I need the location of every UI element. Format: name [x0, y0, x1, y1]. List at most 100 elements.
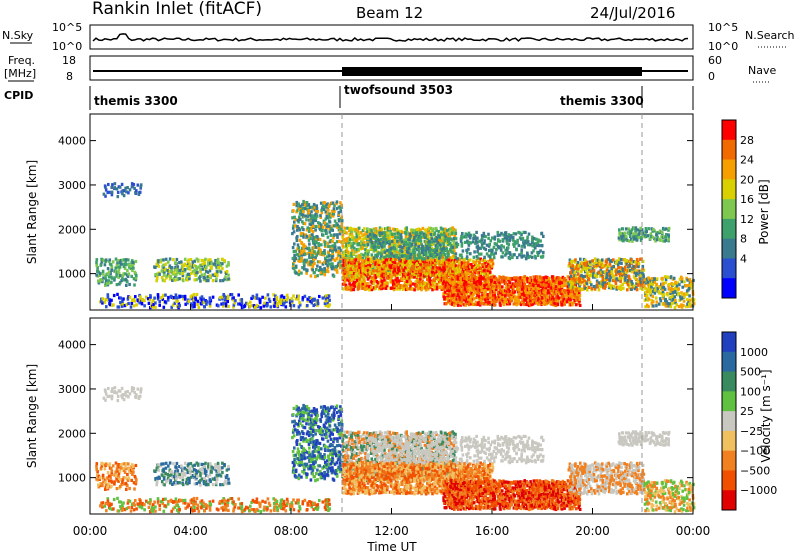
power-cell: [370, 285, 373, 289]
power-cell: [528, 289, 531, 293]
power-cell: [159, 260, 163, 264]
power-cell: [431, 273, 434, 277]
power-cell: [624, 265, 627, 269]
power-cell: [572, 282, 576, 286]
power-cell: [208, 298, 212, 302]
power-cell: [455, 268, 458, 272]
power-cell: [407, 247, 411, 251]
power-cell: [100, 300, 103, 304]
power-cell: [196, 270, 199, 274]
power-cell: [365, 235, 368, 239]
power-cell: [308, 205, 312, 210]
power-cell: [154, 301, 157, 305]
power-cell: [306, 297, 309, 301]
power-cell: [413, 229, 417, 233]
power-cell: [441, 236, 445, 240]
power-cell: [534, 296, 538, 300]
power-cell: [392, 249, 395, 253]
power-cell: [491, 262, 495, 266]
power-cell: [355, 262, 359, 266]
power-cell: [379, 238, 383, 242]
power-cell: [199, 274, 202, 279]
power-cell: [418, 269, 422, 273]
power-cell: [232, 296, 235, 300]
power-cell: [453, 234, 457, 238]
power-cell: [221, 295, 224, 299]
power-cell: [292, 230, 296, 234]
power-cell: [317, 224, 321, 228]
power-cell: [408, 241, 412, 245]
power-cell: [568, 261, 571, 266]
power-cell: [324, 269, 327, 273]
power-cell: [668, 287, 671, 291]
power-cell: [352, 262, 355, 266]
power-heatmap: [95, 182, 696, 310]
power-cell: [433, 286, 436, 290]
power-cell: [157, 259, 160, 263]
power-cell: [351, 234, 354, 238]
power-cell: [445, 301, 448, 305]
power-cell: [504, 293, 507, 297]
power-cell: [449, 266, 452, 270]
power-cell: [121, 276, 124, 280]
power-cell: [301, 246, 304, 250]
power-cell: [467, 263, 471, 267]
power-cell: [480, 295, 483, 299]
power-cell: [340, 264, 344, 268]
power-cell: [387, 236, 390, 240]
power-cell: [305, 234, 309, 238]
power-cell: [294, 264, 298, 268]
power-cell: [618, 228, 621, 232]
power-cell: [537, 293, 540, 297]
power-cell: [171, 278, 174, 282]
power-cell: [664, 227, 668, 231]
power-cell: [548, 284, 551, 288]
power-cell: [531, 283, 535, 287]
power-cell: [618, 238, 621, 242]
power-cell: [417, 255, 420, 260]
power-cell: [209, 275, 212, 280]
power-cell: [666, 302, 670, 306]
power-cell: [165, 276, 168, 280]
power-cell: [168, 277, 172, 281]
power-cell: [200, 301, 204, 305]
power-cell: [516, 281, 520, 285]
power-cell: [332, 274, 336, 278]
power-cell: [674, 288, 677, 292]
power-cell: [686, 297, 689, 302]
power-cell: [378, 231, 381, 235]
power-cell: [330, 226, 333, 230]
power-cell: [321, 251, 325, 255]
power-cell: [389, 274, 393, 278]
power-cell: [380, 245, 384, 249]
power-cell: [369, 264, 372, 268]
power-cell: [587, 285, 591, 289]
power-cell: [424, 267, 428, 271]
power-cell: [450, 243, 454, 248]
power-cell: [405, 256, 409, 260]
power-cell: [354, 258, 358, 262]
power-cell: [333, 219, 337, 223]
power-cell: [682, 303, 685, 308]
power-cell: [292, 304, 296, 308]
power-cell: [225, 278, 229, 282]
power-cell: [519, 285, 522, 289]
power-cell: [297, 258, 300, 263]
power-cell: [472, 264, 475, 269]
power-cell: [456, 266, 459, 270]
power-cell: [334, 268, 337, 272]
power-cell: [576, 280, 580, 284]
power-cell: [176, 299, 180, 303]
power-cell: [475, 291, 479, 295]
power-cell: [193, 259, 197, 263]
power-cell: [514, 299, 517, 303]
power-cell: [453, 303, 456, 307]
power-cell: [366, 234, 370, 238]
power-cell: [516, 284, 519, 288]
power-cell: [346, 226, 349, 230]
power-cell: [311, 264, 315, 268]
power-cell: [614, 279, 617, 283]
power-cell: [297, 297, 300, 301]
power-cell: [583, 266, 587, 270]
power-cell: [417, 273, 420, 277]
